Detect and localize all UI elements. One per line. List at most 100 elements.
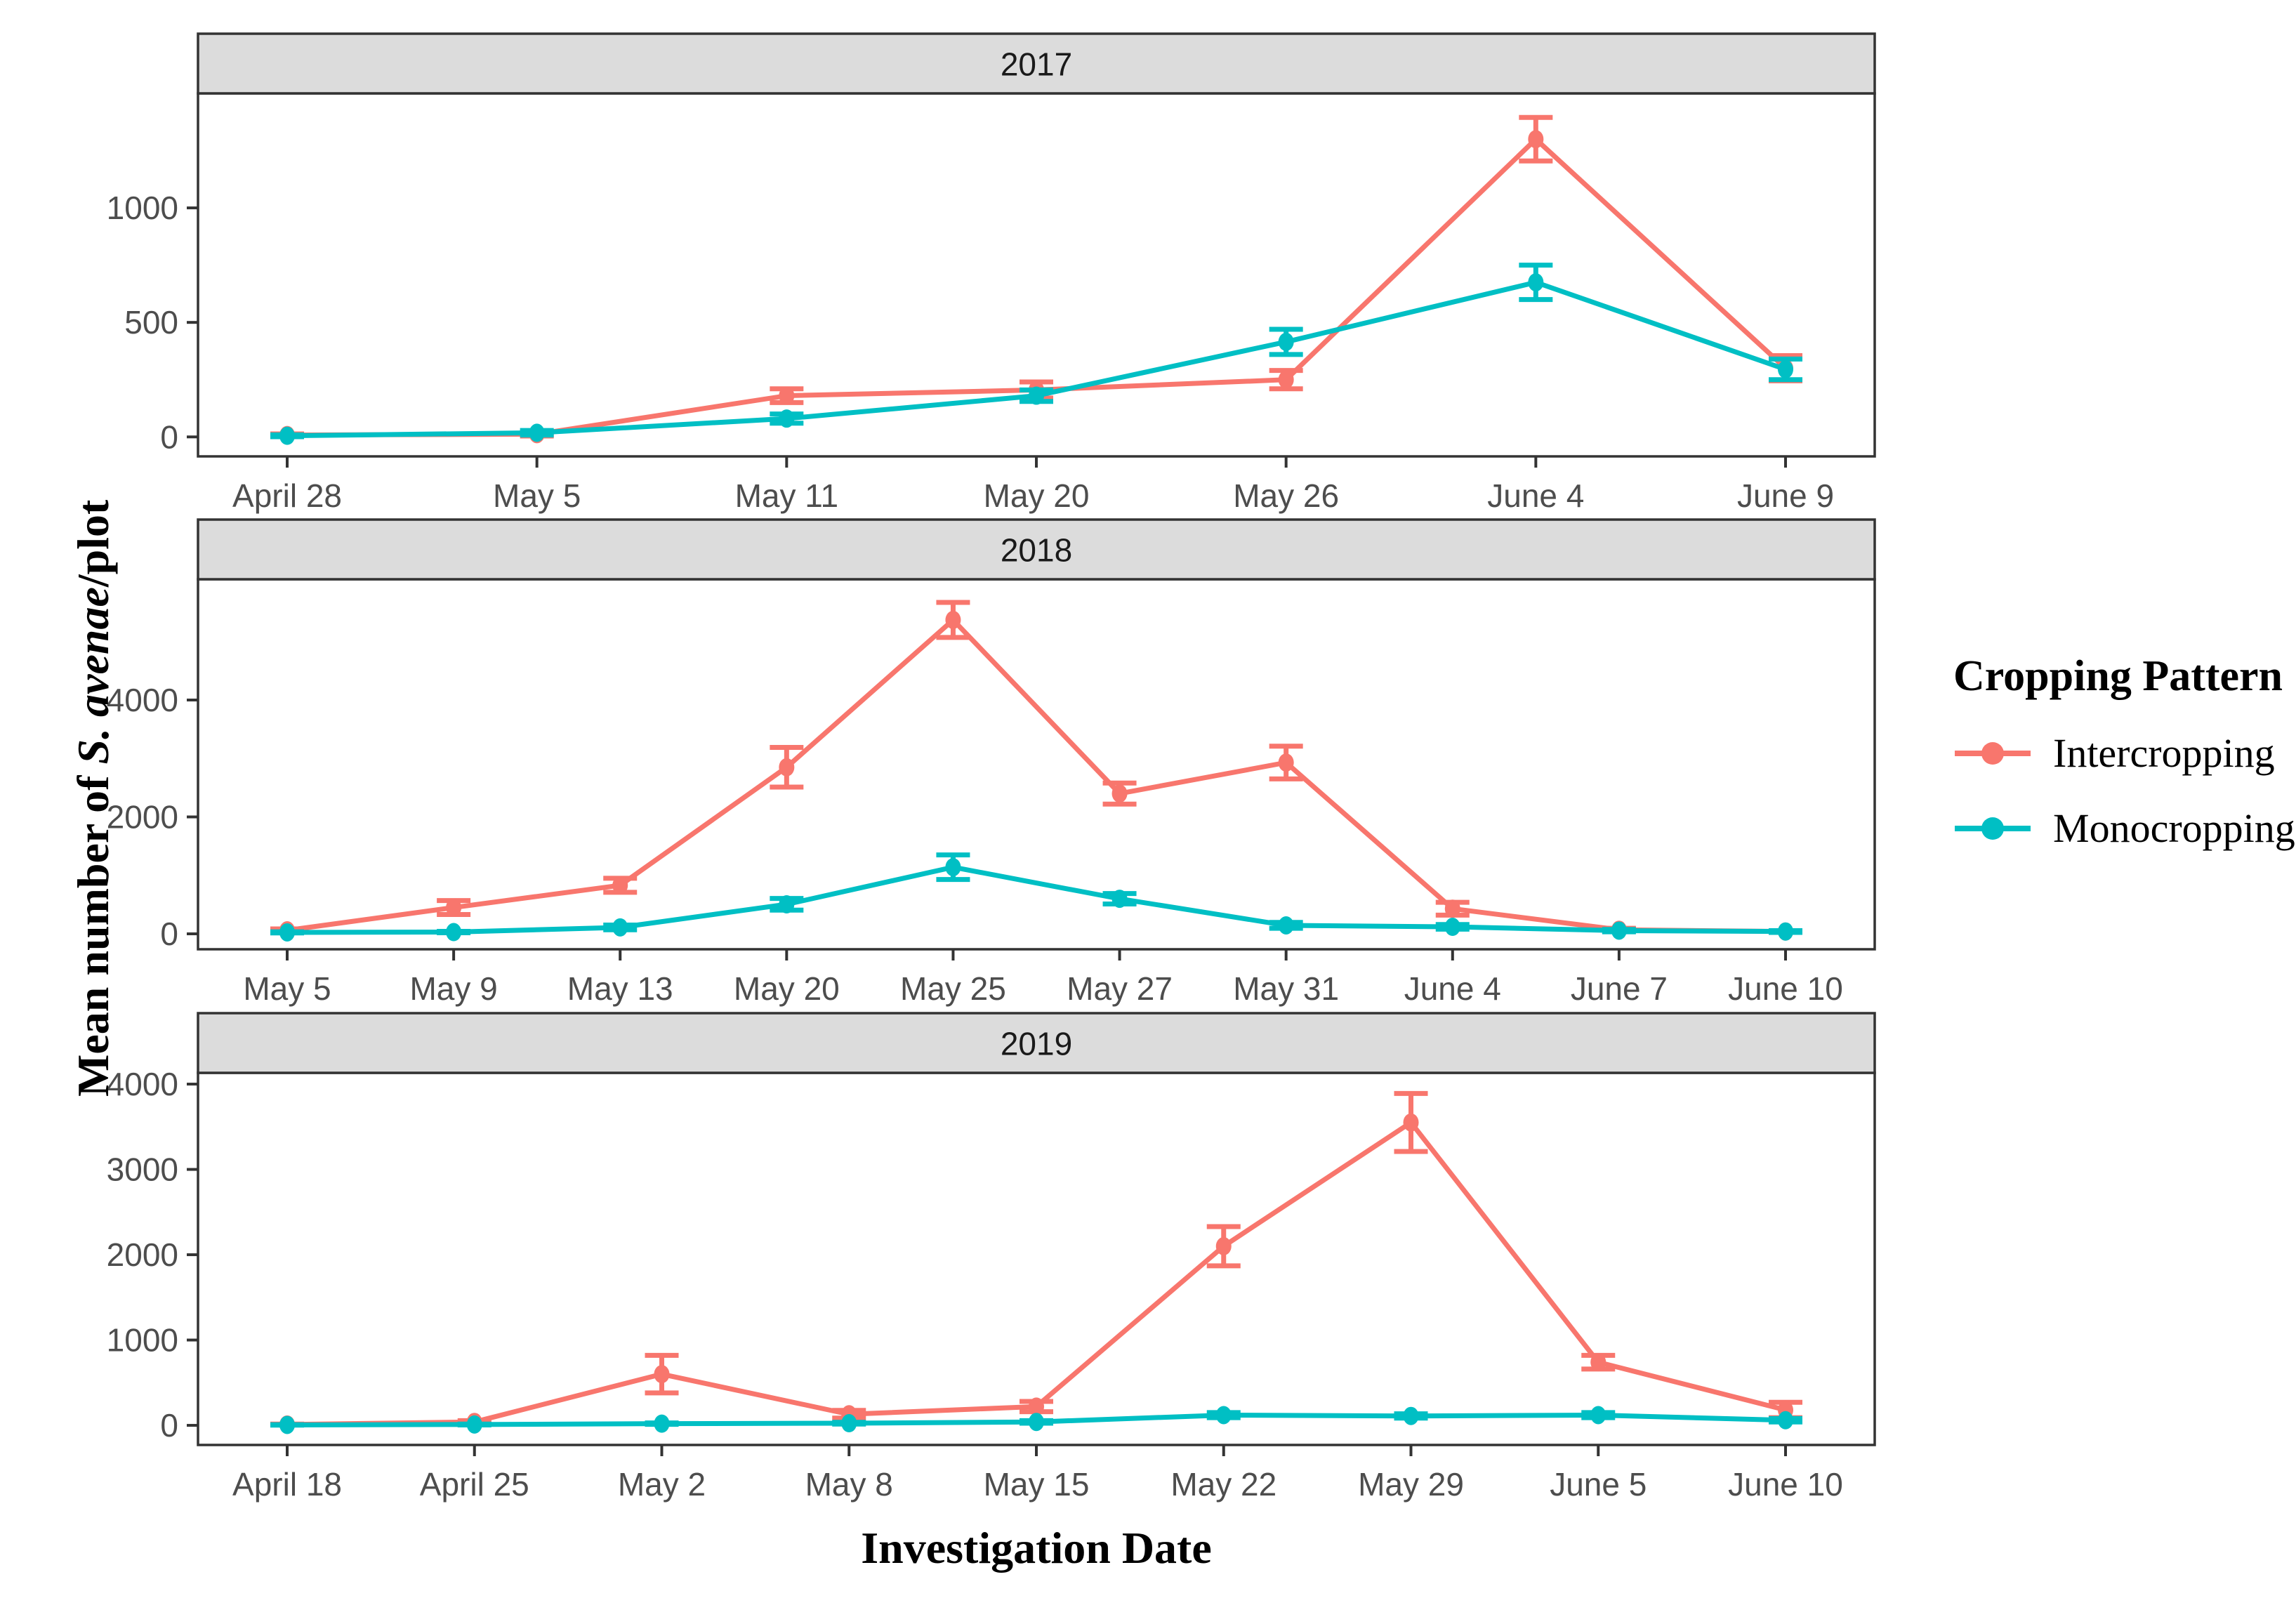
data-point-monocropping — [466, 1415, 482, 1434]
data-point-monocropping — [1778, 360, 1793, 379]
x-tick-label: May 15 — [984, 1466, 1090, 1503]
data-point-monocropping — [1111, 890, 1128, 909]
data-point-monocropping — [279, 923, 295, 942]
data-point-monocropping — [945, 858, 961, 877]
facet-2018-strip-label: 2018 — [1001, 532, 1072, 569]
x-tick-label: May 27 — [1067, 970, 1173, 1007]
data-point-monocropping — [1403, 1406, 1419, 1425]
y-tick-label: 2000 — [107, 1236, 178, 1273]
y-tick-label: 500 — [124, 304, 178, 341]
y-axis-title-species: S. avenae — [68, 587, 118, 765]
data-point-intercropping — [654, 1365, 670, 1384]
facet-2019-strip — [197, 1012, 1876, 1074]
legend-entry-monocropping: Monocropping — [1953, 805, 2295, 852]
x-tick-label: June 7 — [1571, 970, 1668, 1007]
data-point-intercropping — [1278, 370, 1294, 389]
intercropping-key-icon — [1955, 741, 2031, 765]
data-point-monocropping — [279, 1415, 295, 1434]
data-point-monocropping — [1029, 1413, 1044, 1432]
x-tick-label: June 9 — [1737, 477, 1834, 514]
x-tick-label: May 20 — [984, 477, 1090, 514]
x-tick-label: May 8 — [805, 1466, 893, 1503]
facet-2019-strip-label: 2019 — [1001, 1026, 1072, 1062]
legend-entry-intercropping: Intercropping — [1953, 730, 2295, 777]
data-point-monocropping — [1611, 921, 1627, 940]
legend-title: Cropping Pattern — [1953, 652, 2283, 700]
data-point-monocropping — [446, 923, 462, 942]
data-point-monocropping — [1590, 1406, 1606, 1425]
series-intercropping-line — [286, 616, 1786, 935]
data-point-intercropping — [446, 898, 462, 917]
data-point-intercropping — [1590, 1353, 1606, 1372]
data-point-monocropping — [1278, 332, 1294, 351]
facet-2018-panel — [197, 578, 1876, 951]
y-tick-label: 0 — [160, 418, 178, 455]
x-tick-label: May 13 — [567, 970, 673, 1007]
x-tick-label: June 4 — [1487, 477, 1584, 514]
facet-2017-strip-label: 2017 — [1001, 46, 1072, 83]
data-point-monocropping — [654, 1414, 670, 1433]
facet-2019-panel — [197, 1071, 1876, 1446]
legend-label-intercropping: Intercropping — [2053, 730, 2275, 776]
x-axis-title: Investigation Date — [861, 1523, 1212, 1573]
x-tick-label: May 26 — [1233, 477, 1339, 514]
y-axis-title: Mean number of S. avenae/plot — [67, 500, 119, 1097]
data-point-intercropping — [612, 876, 628, 894]
y-tick-label: 4000 — [107, 682, 178, 718]
x-tick-label: June 10 — [1728, 1466, 1843, 1503]
data-point-intercropping — [945, 610, 961, 629]
x-tick-label: May 5 — [493, 477, 581, 514]
data-point-monocropping — [529, 423, 545, 442]
legend: Cropping Pattern Intercropping Monocropp… — [1953, 652, 2295, 852]
data-point-monocropping — [1778, 922, 1793, 941]
y-tick-label: 3000 — [107, 1151, 178, 1188]
y-axis-title-prefix: Mean number of — [68, 764, 118, 1097]
data-point-monocropping — [1215, 1406, 1232, 1425]
data-point-monocropping — [779, 894, 795, 913]
data-point-monocropping — [279, 426, 295, 445]
data-point-monocropping — [1528, 273, 1544, 292]
y-tick-label: 0 — [160, 1407, 178, 1444]
data-point-intercropping — [1403, 1113, 1419, 1132]
series-monocropping-line — [286, 864, 1786, 935]
facet-2018-strip — [197, 518, 1876, 581]
x-tick-label: June 5 — [1550, 1466, 1647, 1503]
data-point-monocropping — [1029, 386, 1044, 405]
x-tick-label: May 5 — [243, 970, 331, 1007]
x-tick-label: May 2 — [618, 1466, 706, 1503]
x-tick-label: May 29 — [1358, 1466, 1464, 1503]
data-point-monocropping — [1278, 916, 1294, 935]
x-tick-label: May 22 — [1170, 1466, 1276, 1503]
facet-2017-strip — [197, 32, 1876, 95]
data-point-intercropping — [1278, 753, 1294, 772]
x-tick-label: May 11 — [735, 477, 838, 514]
y-tick-label: 2000 — [107, 799, 178, 836]
data-point-monocropping — [612, 918, 628, 937]
y-tick-label: 1000 — [107, 190, 178, 226]
x-tick-label: May 31 — [1233, 970, 1339, 1007]
data-point-monocropping — [1778, 1411, 1793, 1430]
legend-label-monocropping: Monocropping — [2053, 805, 2295, 851]
data-point-intercropping — [779, 386, 795, 405]
x-tick-label: May 25 — [900, 970, 1006, 1007]
y-axis-title-suffix: /plot — [68, 499, 118, 588]
data-point-intercropping — [1528, 130, 1544, 149]
data-point-intercropping — [779, 758, 795, 777]
y-tick-label: 0 — [160, 916, 178, 952]
data-point-intercropping — [1029, 1397, 1044, 1416]
x-tick-label: April 25 — [420, 1466, 529, 1503]
x-tick-label: April 18 — [232, 1466, 342, 1503]
data-point-monocropping — [1444, 918, 1460, 937]
y-tick-label: 1000 — [107, 1322, 178, 1359]
monocropping-key-icon — [1955, 817, 2031, 840]
x-tick-label: June 10 — [1728, 970, 1843, 1007]
data-point-monocropping — [841, 1414, 857, 1433]
x-tick-label: May 20 — [734, 970, 840, 1007]
x-tick-label: May 9 — [409, 970, 497, 1007]
data-point-monocropping — [779, 409, 795, 428]
data-point-intercropping — [1444, 899, 1460, 918]
data-point-intercropping — [1111, 784, 1128, 803]
y-tick-label: 4000 — [107, 1066, 178, 1102]
